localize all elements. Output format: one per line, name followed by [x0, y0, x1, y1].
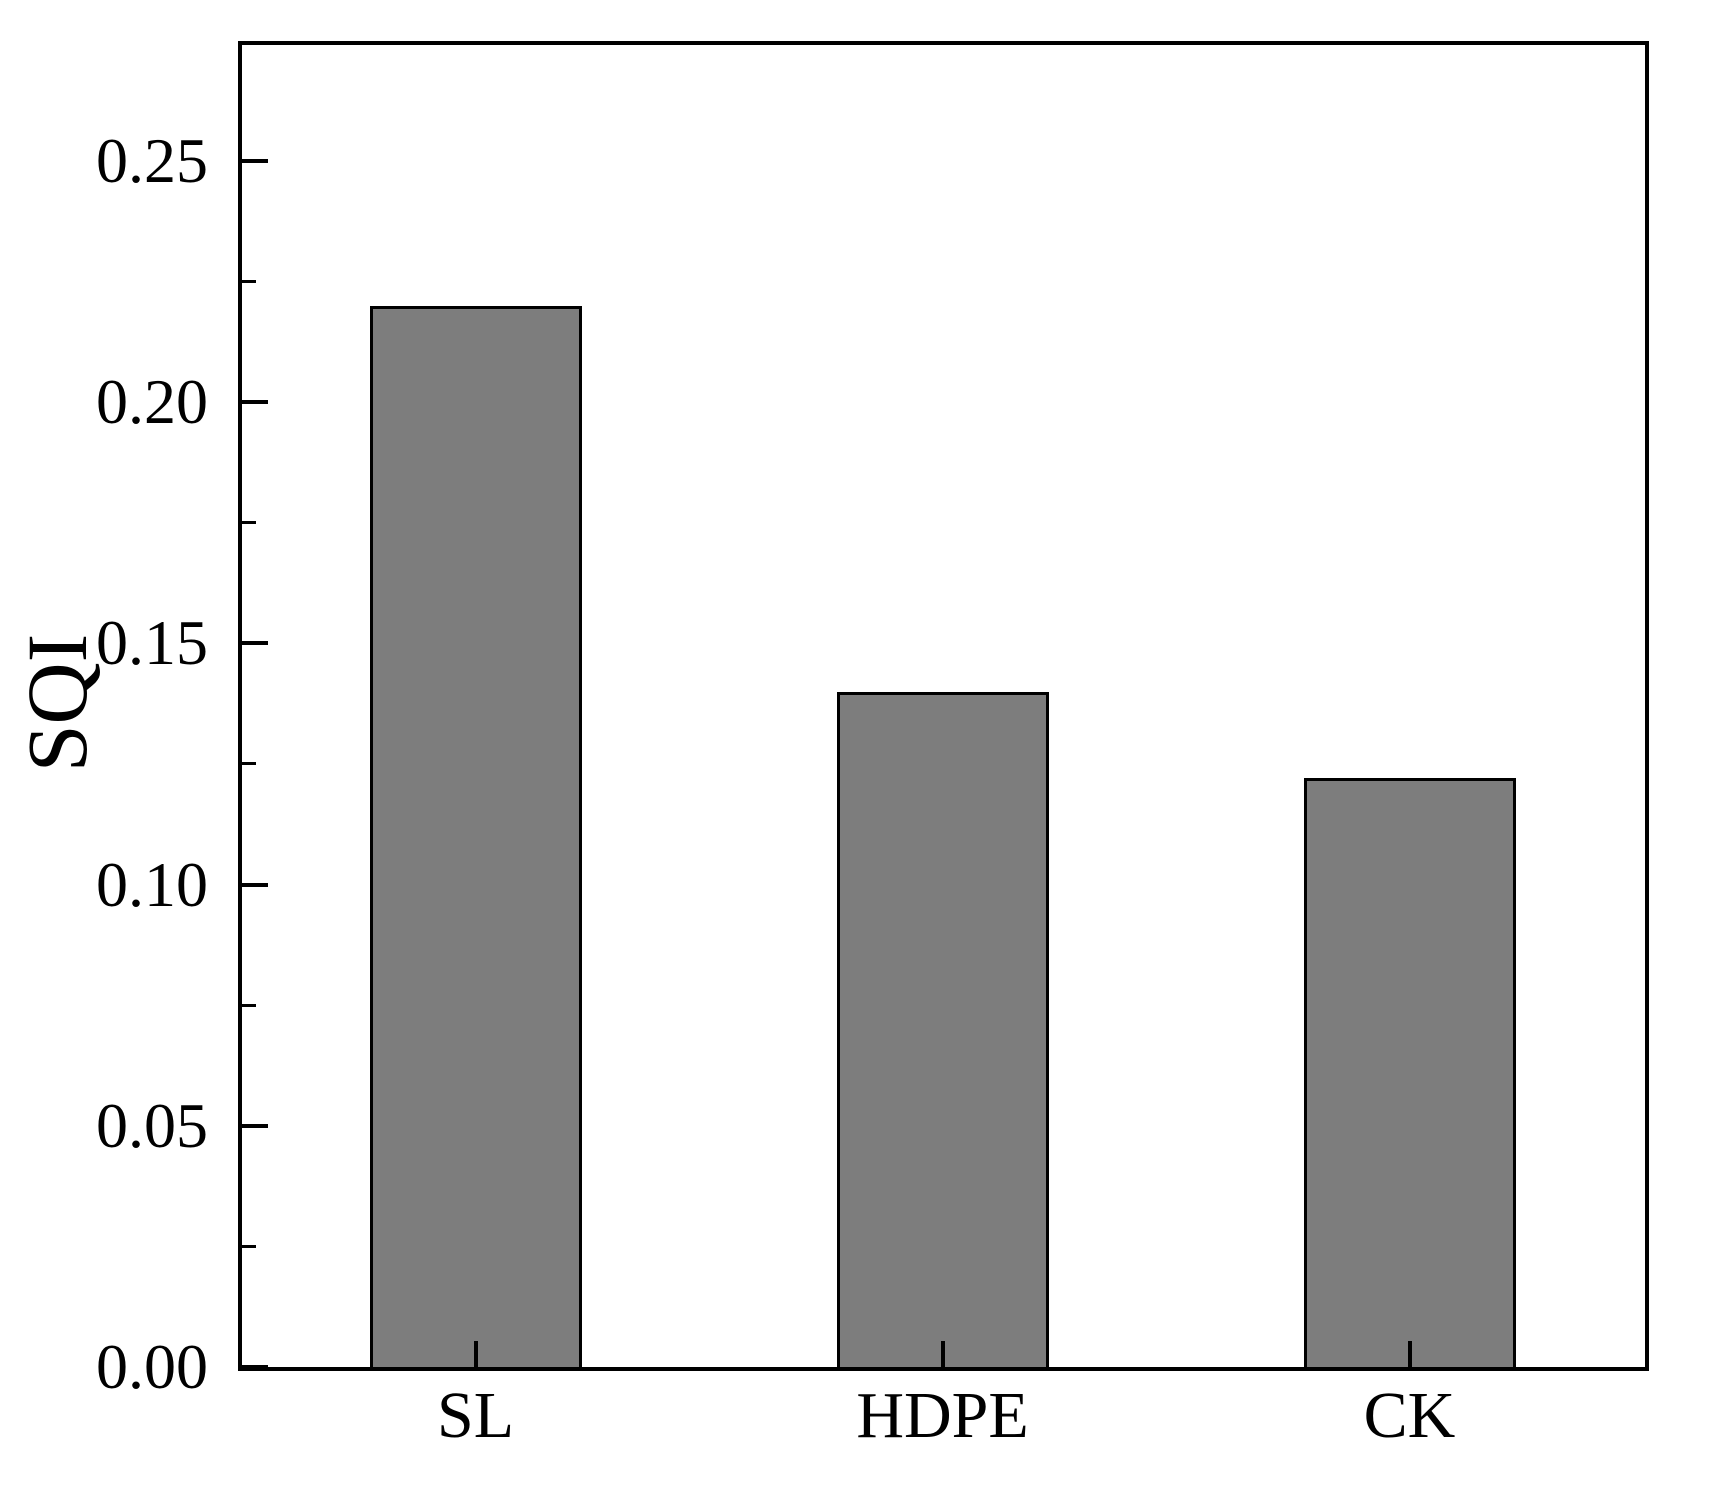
y-tick-label-0.05: 0.05 [96, 1089, 208, 1161]
bar-SL [369, 305, 582, 1367]
y-tick-0.10 [242, 882, 268, 887]
y-tick-label-0.20: 0.20 [96, 366, 208, 438]
y-tick-0.25 [242, 158, 268, 163]
x-tick-CK [1407, 1341, 1412, 1367]
bar-HDPE [836, 691, 1049, 1367]
y-minor-tick [242, 762, 256, 766]
x-tick-HDPE [940, 1341, 945, 1367]
x-tick-SL [473, 1341, 478, 1367]
x-category-label-HDPE: HDPE [856, 1379, 1029, 1452]
y-tick-label-0.25: 0.25 [96, 124, 208, 196]
y-tick-0.15 [242, 641, 268, 646]
y-minor-tick [242, 1003, 256, 1007]
x-category-label-CK: CK [1363, 1379, 1456, 1452]
y-tick-label-0.10: 0.10 [96, 848, 208, 920]
y-tick-0.00 [242, 1365, 268, 1369]
bar-CK [1303, 778, 1516, 1367]
y-tick-0.05 [242, 1123, 268, 1128]
y-minor-tick [242, 1244, 256, 1248]
x-category-label-SL: SL [436, 1379, 515, 1452]
y-tick-label-0.00: 0.00 [96, 1331, 208, 1402]
y-tick-label-0.15: 0.15 [96, 607, 208, 679]
y-minor-tick [242, 279, 256, 283]
y-minor-tick [242, 521, 256, 525]
y-tick-0.20 [242, 400, 268, 405]
